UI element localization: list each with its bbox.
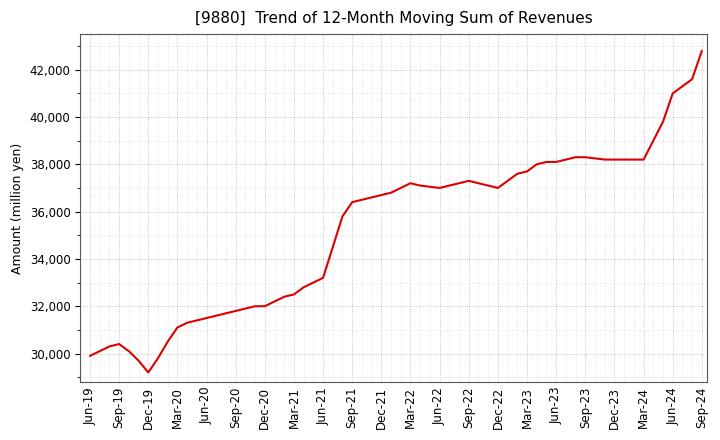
- Title: [9880]  Trend of 12-Month Moving Sum of Revenues: [9880] Trend of 12-Month Moving Sum of R…: [194, 11, 593, 26]
- Y-axis label: Amount (million yen): Amount (million yen): [11, 143, 24, 274]
